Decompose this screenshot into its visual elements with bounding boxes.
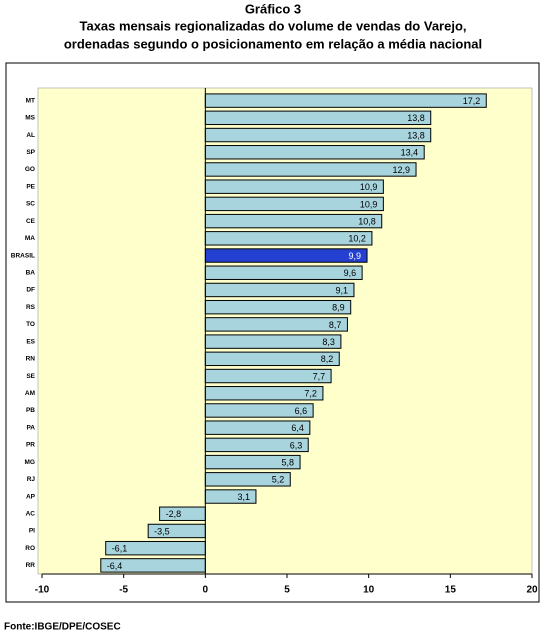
y-tick-label: BRASIL: [11, 252, 35, 259]
y-tick-label: DF: [26, 287, 35, 294]
value-label: 6,3: [290, 440, 303, 450]
y-tick-label: AC: [26, 510, 36, 517]
source-note: Fonte:IBGE/DPE/COSEC: [4, 622, 121, 633]
y-tick-label: PB: [26, 407, 35, 414]
y-tick-label: RO: [25, 545, 35, 552]
y-tick-label: PE: [26, 183, 35, 190]
x-tick-label: -10: [35, 585, 50, 596]
value-label: 5,8: [282, 457, 295, 467]
bar: [204, 127, 432, 143]
value-label: 10,2: [348, 234, 366, 244]
bar: [204, 213, 383, 229]
bar: [204, 145, 425, 160]
y-tick-label: MA: [25, 235, 35, 242]
chart-title: Gráfico 3: [245, 1, 301, 16]
value-label: -3,5: [154, 526, 170, 536]
value-label: 8,2: [321, 354, 334, 364]
bar: [204, 317, 348, 332]
value-label: 8,7: [329, 320, 342, 330]
value-label: 10,9: [360, 199, 378, 209]
value-label: 17,2: [463, 96, 481, 106]
bar: [204, 179, 384, 194]
y-tick-label: PI: [29, 528, 35, 535]
chart-subtitle: Taxas mensais regionalizadas do volume d…: [79, 18, 466, 33]
y-tick-label: MS: [25, 115, 35, 122]
value-label: 13,4: [401, 148, 419, 158]
value-label: 9,9: [349, 251, 362, 261]
value-label: 12,9: [393, 165, 411, 175]
value-label: 6,6: [295, 406, 308, 416]
bar: [204, 282, 355, 298]
y-tick-label: BA: [26, 269, 36, 276]
value-label: 13,8: [407, 130, 425, 140]
bar: [204, 231, 373, 246]
x-tick-label: -5: [119, 585, 128, 596]
bar: [204, 299, 352, 315]
value-label: -6,1: [112, 544, 128, 554]
bar: [204, 93, 487, 108]
y-tick-label: SC: [26, 201, 35, 208]
value-label: 6,4: [291, 423, 304, 433]
chart-subtitle: ordenadas segundo o posicionamento em re…: [64, 36, 482, 51]
y-tick-label: RS: [26, 304, 36, 311]
y-tick-label: ES: [26, 338, 35, 345]
y-tick-label: TO: [26, 321, 35, 328]
y-tick-label: GO: [25, 166, 35, 173]
x-tick-label: 5: [284, 585, 290, 596]
y-tick-label: SP: [26, 149, 35, 156]
y-tick-label: SE: [26, 373, 35, 380]
bar: [204, 351, 340, 367]
y-tick-label: RR: [26, 562, 36, 569]
y-tick-label: RJ: [27, 476, 36, 483]
y-tick-label: PR: [26, 442, 35, 449]
y-tick-label: MG: [25, 459, 35, 466]
value-label: 8,9: [332, 303, 345, 313]
y-tick-label: CE: [26, 218, 36, 225]
bar: [204, 265, 363, 280]
y-tick-label: MT: [26, 97, 35, 104]
value-label: 9,1: [335, 285, 348, 295]
x-tick-label: 0: [203, 585, 209, 596]
y-tick-label: PA: [26, 424, 35, 431]
x-tick-label: 15: [445, 585, 457, 596]
value-label: 3,1: [237, 492, 250, 502]
value-label: 8,3: [322, 337, 335, 347]
value-label: 7,2: [304, 389, 317, 399]
bar: [204, 110, 432, 126]
value-label: 13,8: [407, 113, 425, 123]
value-label: -2,8: [166, 509, 182, 519]
value-label: -6,4: [107, 561, 123, 571]
y-tick-label: AL: [26, 132, 35, 139]
bar: [204, 248, 368, 263]
value-label: 10,8: [358, 216, 376, 226]
value-label: 9,6: [344, 268, 357, 278]
bar: [204, 196, 384, 212]
x-tick-label: 10: [363, 585, 375, 596]
value-label: 10,9: [360, 182, 378, 192]
y-tick-label: AM: [25, 390, 35, 397]
value-label: 7,7: [313, 371, 326, 381]
x-tick-label: 20: [526, 585, 538, 596]
bar: [204, 162, 417, 177]
y-tick-label: AP: [26, 493, 36, 500]
value-label: 5,2: [272, 475, 285, 485]
y-tick-label: RN: [26, 356, 36, 363]
bar: [204, 334, 342, 349]
